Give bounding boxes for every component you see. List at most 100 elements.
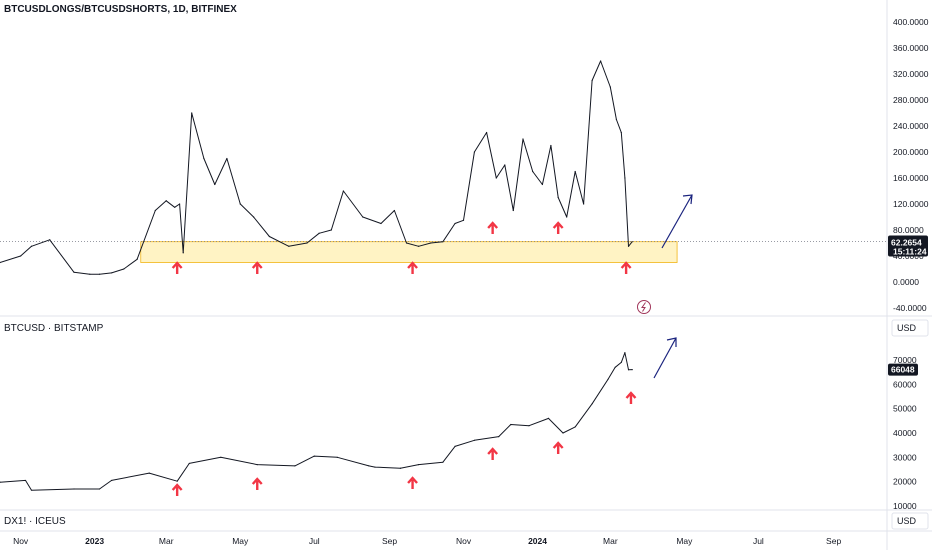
longs-shorts-point — [430, 242, 432, 244]
longs-shorts-point — [49, 239, 51, 241]
middle-price-tick: 50000 — [893, 404, 917, 414]
btcusd-point — [614, 366, 616, 368]
longs-shorts-point — [268, 235, 270, 238]
longs-shorts-point — [214, 183, 216, 186]
btcusd-point — [547, 417, 550, 419]
time-axis-label: Nov — [456, 536, 472, 546]
longs-shorts-point — [631, 241, 633, 243]
top-last-value: 62.2654 — [891, 238, 922, 248]
btcusd-point — [442, 461, 444, 463]
btcusd-point — [73, 488, 75, 490]
btcusd-point — [454, 445, 456, 447]
longs-shorts-point — [203, 157, 205, 160]
top-price-tick: 240.0000 — [893, 121, 929, 131]
top-price-tick: 120.0000 — [893, 199, 929, 209]
top-price-tick: 0.0000 — [893, 277, 919, 287]
btcusd-point — [528, 425, 530, 427]
time-axis-label: Jul — [753, 536, 764, 546]
btcusd-point — [188, 462, 190, 465]
top-up-arrow — [620, 261, 632, 274]
longs-shorts-point — [627, 245, 630, 247]
btcusd-point — [30, 489, 33, 491]
bottom-currency-button[interactable] — [891, 512, 929, 530]
longs-shorts-point — [418, 245, 420, 247]
top-price-tick: 280.0000 — [893, 95, 929, 105]
top-price-tick: 360.0000 — [893, 43, 929, 53]
btcusd-point — [368, 465, 370, 467]
btcusd-point — [399, 467, 402, 469]
btcusd-point — [374, 466, 376, 468]
longs-shorts-point — [191, 112, 193, 114]
longs-shorts-point — [342, 190, 344, 192]
middle-projection-arrow[interactable] — [653, 337, 677, 379]
longs-shorts-point — [178, 203, 181, 205]
longs-shorts-point — [624, 177, 626, 179]
time-axis-label: 2024 — [528, 536, 547, 546]
top-price-tick: 320.0000 — [893, 69, 929, 79]
lightning-icon[interactable] — [637, 300, 651, 314]
btcusd-point — [631, 369, 633, 371]
middle-up-arrow — [625, 391, 637, 404]
support-zone[interactable] — [140, 241, 678, 263]
middle-price-tick: 20000 — [893, 477, 917, 487]
top-up-arrow — [251, 261, 263, 274]
longs-shorts-point — [318, 232, 320, 234]
longs-shorts-point — [512, 209, 514, 212]
btcusd-point — [294, 465, 296, 467]
middle-price-tick: 60000 — [893, 379, 917, 389]
longs-shorts-point — [0, 261, 1, 264]
btcusd-point — [620, 361, 622, 364]
top-countdown: 15:11:24 — [893, 247, 927, 257]
btcusd-series-line[interactable] — [0, 352, 633, 491]
longs-shorts-point — [566, 216, 568, 218]
longs-shorts-point — [583, 203, 585, 205]
middle-currency-button[interactable] — [891, 319, 929, 337]
bottom-pane-title: DX1! · ICEUS — [4, 516, 66, 527]
longs-shorts-point — [30, 245, 33, 247]
btcusd-point — [624, 352, 626, 354]
longs-shorts-point — [362, 216, 364, 218]
longs-shorts-point — [89, 273, 91, 275]
top-projection-arrow[interactable] — [661, 194, 693, 249]
longs-shorts-point — [615, 118, 618, 121]
top-price-tick: 200.0000 — [893, 147, 929, 157]
btcusd-point — [510, 423, 512, 426]
btcusd-point — [313, 455, 315, 457]
time-axis-label: May — [676, 536, 693, 546]
btcusd-point — [627, 369, 630, 371]
longs-shorts-point — [136, 258, 138, 260]
longs-shorts-point — [609, 86, 611, 88]
longs-shorts-point — [306, 242, 308, 244]
btcusd-point — [562, 432, 564, 434]
longs-shorts-point — [454, 222, 456, 225]
middle-up-arrow — [171, 483, 183, 496]
longs-shorts-point — [485, 131, 488, 134]
longs-shorts-point — [522, 138, 524, 140]
time-axis-label: May — [232, 536, 249, 546]
longs-shorts-point — [532, 170, 534, 173]
middle-up-arrow — [552, 441, 564, 454]
top-up-arrow — [487, 221, 499, 234]
longs-shorts-point — [123, 268, 125, 270]
middle-up-arrow — [251, 477, 263, 490]
longs-shorts-point — [462, 219, 465, 221]
longs-shorts-point — [98, 273, 101, 275]
middle-up-arrow — [407, 476, 418, 489]
btcusd-point — [0, 481, 1, 483]
btcusd-point — [591, 403, 593, 405]
top-last-value-tag — [888, 235, 928, 257]
top-up-arrow — [407, 261, 418, 274]
longs-shorts-point — [154, 209, 156, 212]
btcusd-point — [498, 436, 500, 438]
longs-shorts-point — [393, 209, 395, 212]
btcusd-point — [256, 464, 258, 466]
time-axis-label: Jul — [309, 536, 320, 546]
longs-shorts-point — [504, 164, 506, 166]
top-price-tick: 80.0000 — [893, 225, 924, 235]
longs-shorts-point — [20, 255, 22, 257]
btcusd-point — [574, 426, 576, 428]
time-axis-label: Sep — [382, 536, 397, 546]
top-price-tick: 400.0000 — [893, 17, 929, 27]
top-price-tick: -40.0000 — [893, 303, 927, 313]
